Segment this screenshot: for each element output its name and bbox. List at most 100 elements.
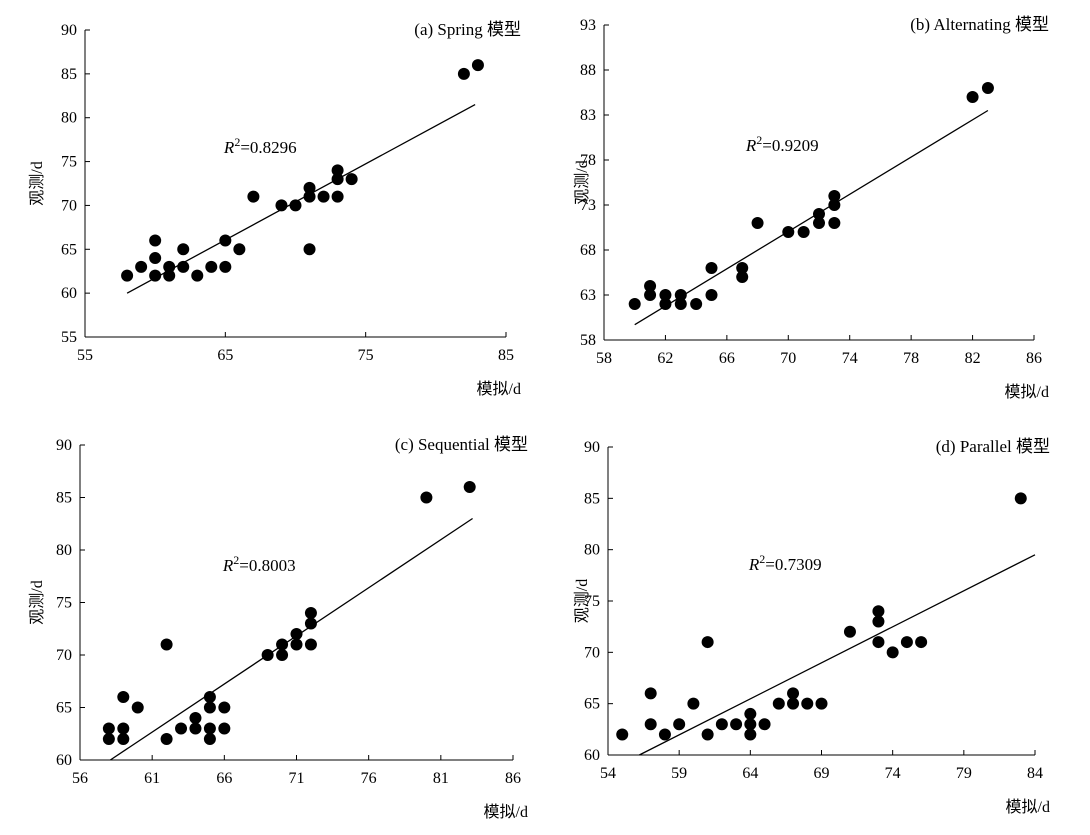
data-point [163, 260, 176, 273]
data-point [797, 226, 810, 238]
data-point [149, 269, 162, 282]
data-point [331, 190, 344, 203]
x-tick-label: 65 [217, 347, 233, 364]
data-point [616, 728, 629, 741]
data-point [218, 701, 231, 714]
y-tick-label: 75 [584, 593, 600, 610]
y-tick-label: 85 [584, 490, 600, 507]
y-tick-label: 80 [584, 542, 600, 559]
data-point [420, 491, 433, 504]
regression-line [639, 554, 1036, 756]
data-point [175, 722, 188, 735]
data-point [801, 697, 814, 710]
data-point [981, 82, 994, 94]
data-point [102, 722, 115, 735]
x-tick-label: 58 [596, 350, 612, 367]
data-point [345, 173, 358, 186]
x-tick-label: 75 [358, 347, 374, 364]
data-point [290, 638, 303, 651]
data-point [304, 607, 317, 619]
data-point [205, 260, 218, 273]
data-point [331, 173, 344, 186]
data-point [471, 59, 484, 72]
x-tick-label: 55 [77, 347, 93, 364]
data-point [160, 733, 173, 745]
data-point [331, 164, 344, 177]
x-tick-label: 84 [1027, 765, 1043, 782]
data-point [772, 697, 785, 710]
chart-panel-alternating: 58 63 68 73 78 83 88 93 58 62 66 70 74 78 82 86 (b) Alte… [545, 0, 1090, 415]
data-point [751, 217, 764, 229]
data-point [102, 733, 115, 745]
data-point [644, 280, 657, 292]
data-point [303, 190, 316, 203]
y-tick-label: 93 [580, 17, 596, 34]
x-tick-label: 62 [657, 350, 673, 367]
y-tick-label: 55 [61, 329, 77, 346]
y-tick-label: 83 [580, 107, 596, 124]
x-tick-label: 66 [216, 770, 232, 787]
data-point [687, 697, 700, 710]
x-tick-label: 86 [505, 770, 521, 787]
y-axis-label: 观测/d [573, 579, 591, 623]
data-point [730, 718, 743, 731]
x-tick-label: 69 [814, 765, 830, 782]
y-tick-label: 68 [580, 242, 596, 259]
data-point [758, 718, 771, 731]
data-point [915, 636, 928, 649]
data-point [787, 687, 800, 700]
y-tick-label: 80 [56, 542, 72, 559]
data-point [659, 289, 672, 301]
y-axis-label: 观测/d [28, 580, 46, 624]
data-point [177, 260, 190, 273]
y-axis-label: 观测/d [573, 160, 591, 204]
x-tick-label: 74 [885, 765, 901, 782]
data-point [457, 67, 470, 80]
data-point [177, 243, 190, 256]
scatter-chart: 60 65 70 75 80 85 90 54 59 64 69 74 79 84 (d) Parallel… [573, 437, 1050, 816]
y-tick-label: 58 [580, 332, 596, 349]
data-point [715, 718, 728, 731]
data-point [744, 718, 757, 731]
y-tick-label: 90 [61, 22, 77, 39]
data-point [233, 243, 246, 256]
y-tick-label: 85 [61, 66, 77, 83]
data-point [705, 289, 718, 301]
data-point [261, 649, 274, 661]
scatter-chart: 58 63 68 73 78 83 88 93 58 62 66 70 74 78 82 86 (b) Alte… [573, 15, 1049, 401]
y-tick-label: 65 [61, 241, 77, 258]
data-point [815, 697, 828, 710]
data-point [117, 733, 130, 745]
data-point [872, 615, 885, 628]
y-tick-label: 70 [56, 647, 72, 664]
data-point [135, 260, 148, 273]
y-tick-label: 60 [61, 285, 77, 302]
y-axis-label: 观测/d [28, 161, 46, 205]
x-tick-label: 71 [289, 770, 305, 787]
x-tick-label: 54 [600, 765, 616, 782]
data-point [736, 262, 749, 274]
data-point [203, 691, 216, 703]
regression-line [109, 517, 473, 761]
chart-title: (d) Parallel 模型 [936, 437, 1050, 456]
x-tick-label: 74 [842, 350, 858, 367]
y-tick-label: 85 [56, 490, 72, 507]
data-point [303, 181, 316, 194]
data-point [203, 701, 216, 714]
x-tick-label: 82 [965, 350, 981, 367]
y-tick-label: 65 [56, 700, 72, 717]
y-tick-label: 75 [56, 595, 72, 612]
chart-panel-parallel: 60 65 70 75 80 85 90 54 59 64 69 74 79 84 (d) Parallel… [545, 415, 1090, 830]
data-point [813, 208, 825, 220]
data-point [276, 638, 289, 651]
data-point [121, 269, 134, 282]
data-point [276, 649, 289, 661]
chart-title: (a) Spring 模型 [414, 20, 521, 39]
data-point [674, 298, 687, 310]
data-point [900, 636, 913, 649]
r-squared-label: R2=0.8296 [223, 135, 297, 157]
chart-panel-spring: 55 60 65 70 75 80 85 90 55 65 75 85 (a) Spring 模型 模拟/… [0, 0, 545, 415]
y-tick-label: 73 [580, 197, 596, 214]
x-tick-label: 70 [780, 350, 796, 367]
data-point [219, 234, 232, 247]
